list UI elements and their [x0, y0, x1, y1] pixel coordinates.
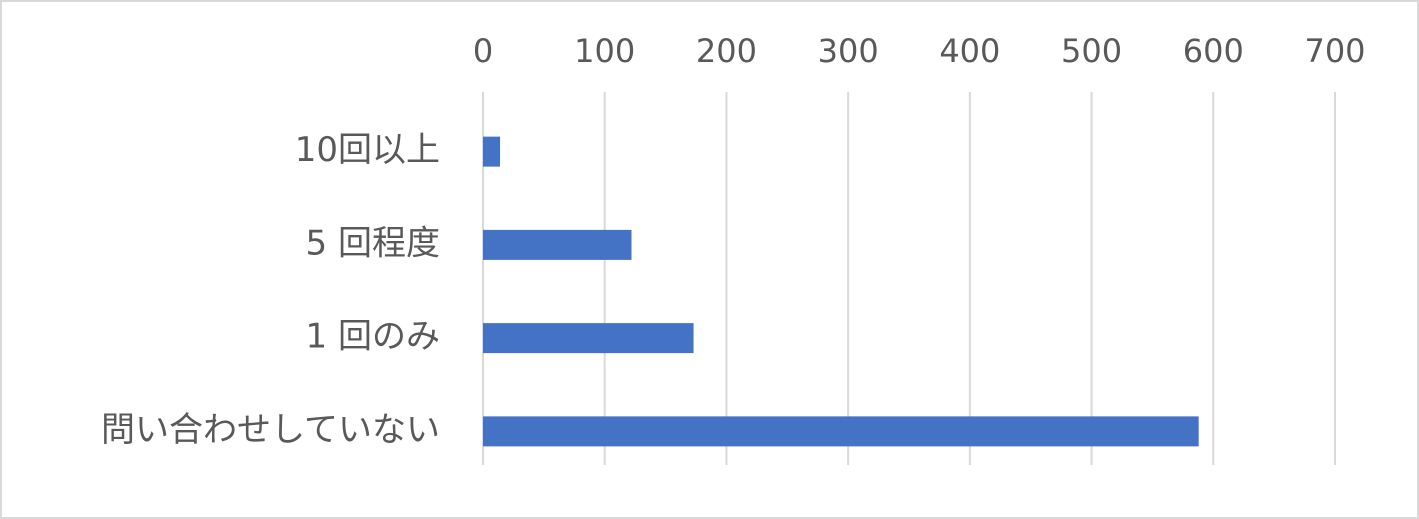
- y-tick-label: 5 回程度: [306, 223, 440, 263]
- x-tick-label: 100: [574, 32, 635, 70]
- bar: [483, 229, 632, 260]
- x-tick-label: 600: [1183, 32, 1244, 70]
- x-tick-label: 200: [696, 32, 757, 70]
- x-tick-label: 500: [1061, 32, 1122, 70]
- bar: [483, 323, 694, 354]
- x-tick-label: 300: [818, 32, 879, 70]
- x-tick-label: 0: [473, 32, 493, 70]
- x-tick-label: 700: [1304, 32, 1365, 70]
- bar: [483, 416, 1199, 447]
- y-tick-label: 1 回のみ: [306, 317, 440, 357]
- y-tick-label: 問い合わせしていない: [101, 410, 440, 450]
- y-tick-label: 10回以上: [295, 130, 440, 170]
- x-tick-label: 400: [939, 32, 1000, 70]
- bar: [483, 136, 501, 167]
